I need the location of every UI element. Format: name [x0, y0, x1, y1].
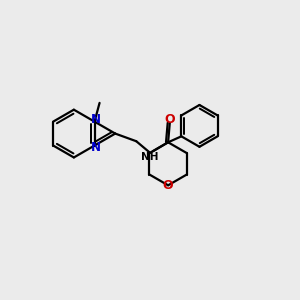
Text: O: O	[163, 179, 173, 192]
Text: N: N	[91, 141, 101, 154]
Text: NH: NH	[141, 152, 159, 162]
Text: N: N	[91, 113, 101, 126]
Text: O: O	[164, 113, 175, 126]
